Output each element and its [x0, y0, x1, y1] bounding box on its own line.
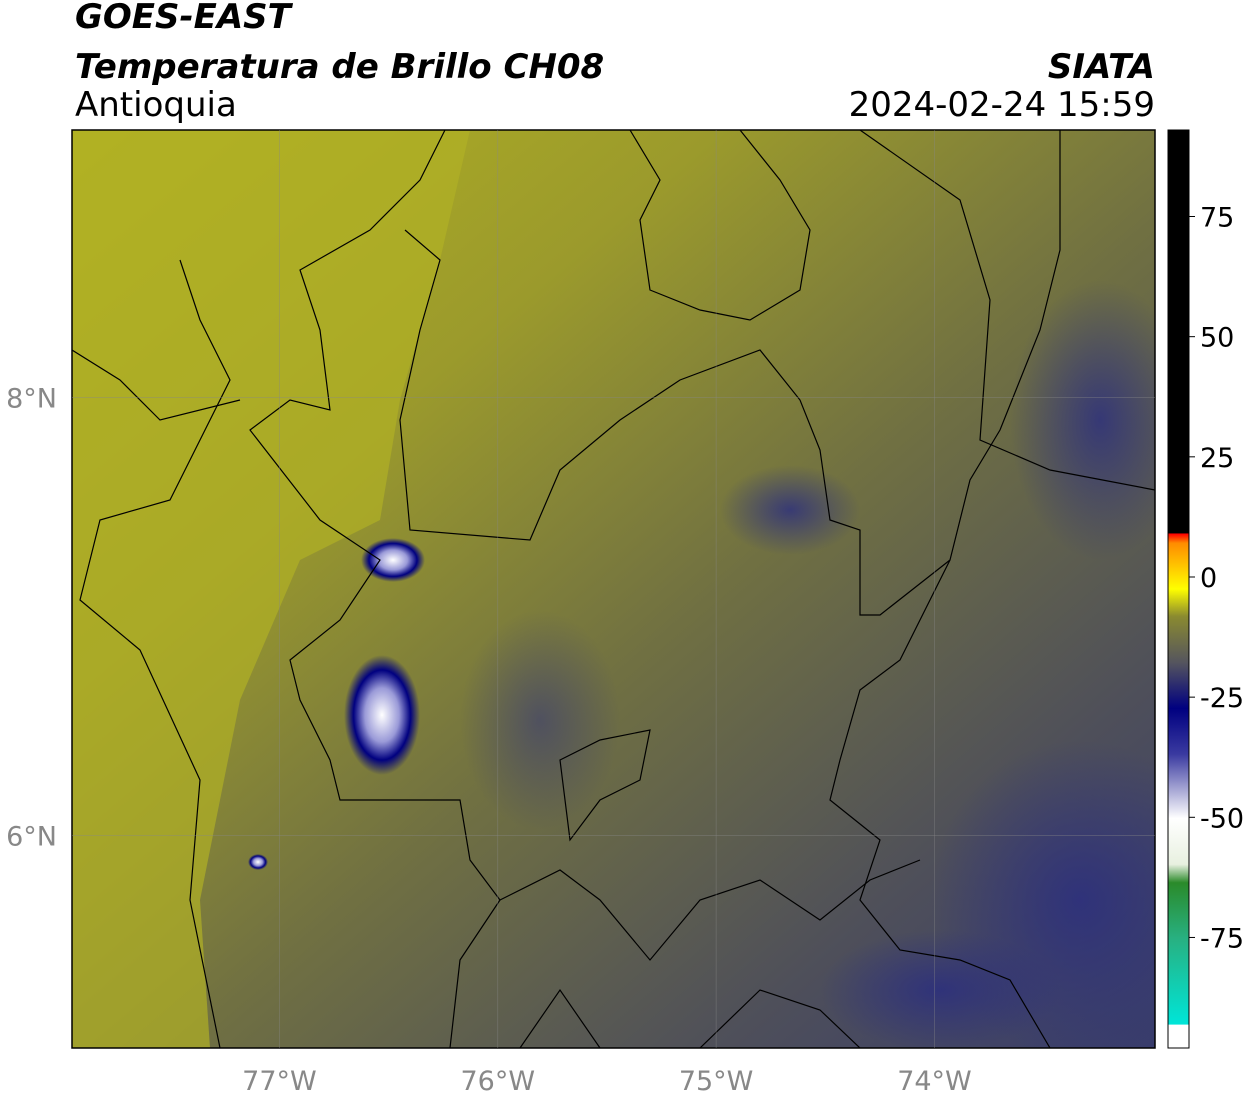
- boundaries: [72, 130, 1155, 1048]
- subtitle: Temperatura de Brillo CH08: [75, 47, 604, 87]
- colorbar-tick-label: -75: [1200, 923, 1244, 954]
- map-image: [72, 130, 1155, 1048]
- colorbar-tick-label: 50: [1200, 323, 1234, 354]
- colorbar-tick-label: 75: [1200, 203, 1234, 234]
- colorbar-tick-label: 0: [1200, 563, 1217, 594]
- lowland: [72, 130, 470, 1048]
- x-tick-label: 76°W: [460, 1066, 535, 1097]
- cloud: [344, 655, 420, 775]
- title: GOES-EAST: [75, 0, 294, 37]
- y-tick-label: 8°N: [6, 383, 57, 414]
- haze: [1010, 280, 1155, 560]
- colorbar: [1167, 129, 1190, 1049]
- colorbar-tick-label: -50: [1200, 803, 1244, 834]
- x-tick-label: 77°W: [242, 1066, 317, 1097]
- haze: [820, 930, 1060, 1048]
- colorbar-axis: 75 50 25 0 -25 -50 -75: [1189, 203, 1244, 954]
- colorbar-tick-label: 25: [1200, 443, 1234, 474]
- haze: [720, 465, 860, 555]
- cloud: [361, 538, 425, 582]
- map-axes: 77°W 76°W 75°W 74°W 8°N 6°N: [6, 130, 1155, 1097]
- colorbar-tick-label: -25: [1200, 683, 1244, 714]
- timestamp: 2024-02-24 15:59: [849, 85, 1155, 125]
- x-tick-label: 75°W: [679, 1066, 754, 1097]
- haze: [460, 610, 620, 830]
- map-frame: [71, 129, 1156, 1049]
- x-tick-label: 74°W: [897, 1066, 972, 1097]
- cloud: [248, 854, 268, 870]
- region: Antioquia: [75, 85, 237, 125]
- agency: SIATA: [1048, 47, 1155, 87]
- y-tick-label: 6°N: [6, 821, 57, 852]
